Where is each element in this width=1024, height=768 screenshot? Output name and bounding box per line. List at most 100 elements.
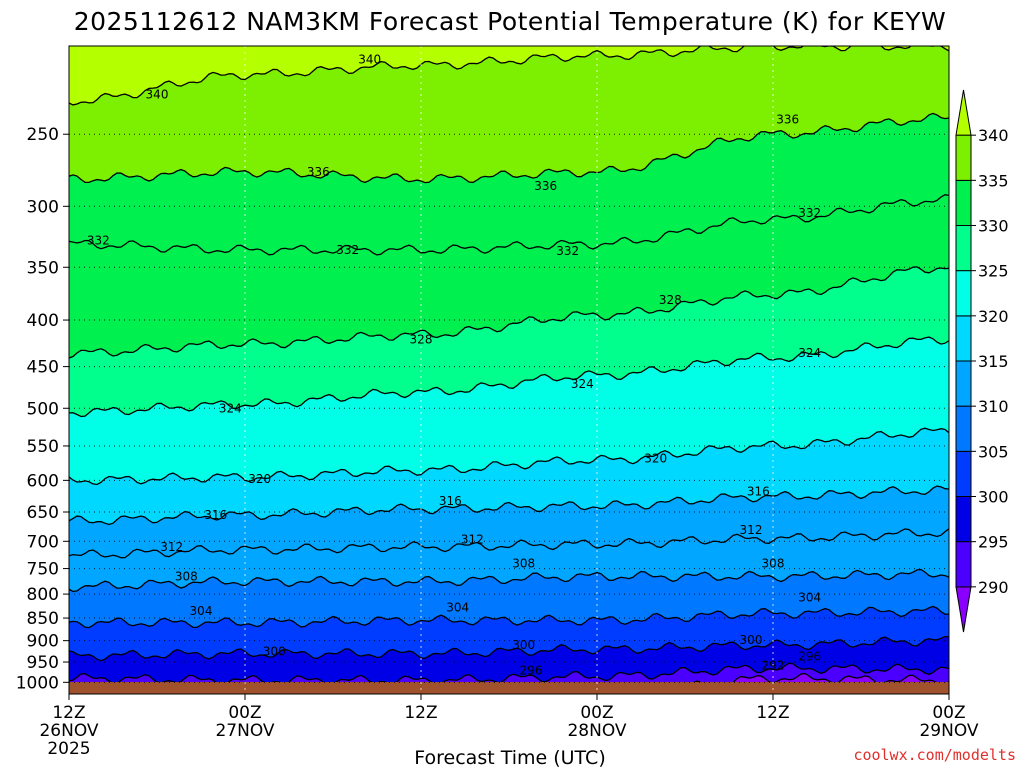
contour-label-292: 292 <box>762 658 785 672</box>
colorbar-segment-9 <box>955 179 972 226</box>
band-above-336 <box>69 46 949 183</box>
colorbar-label-325: 325 <box>978 262 1009 281</box>
contour-label-304: 304 <box>446 601 469 615</box>
xtick-label-60-2: 29NOV <box>919 721 978 741</box>
colorbar-segment-6 <box>955 315 972 362</box>
ytick-label-850: 850 <box>27 609 59 629</box>
contour-label-300: 300 <box>263 644 286 658</box>
band-above-340 <box>69 46 949 105</box>
contour-label-308: 308 <box>762 556 785 570</box>
contour-lines <box>69 46 949 694</box>
contour-label-332: 332 <box>87 233 110 247</box>
ytick-label-550: 550 <box>27 437 59 457</box>
contour-label-328: 328 <box>410 332 433 346</box>
contour-label-320: 320 <box>248 472 271 486</box>
colorbar-label-295: 295 <box>978 533 1009 552</box>
colorbar-label-310: 310 <box>978 397 1009 416</box>
colorbar-segment-3 <box>955 450 972 497</box>
contour-label-336: 336 <box>534 179 557 193</box>
ytick-label-700: 700 <box>27 532 59 552</box>
contour-340 <box>69 46 949 106</box>
contour-label-296: 296 <box>520 663 543 677</box>
xtick-label-0-1: 12Z <box>52 703 85 723</box>
colorbar-segment-4 <box>955 405 972 452</box>
contour-label-316: 316 <box>747 484 770 498</box>
pressure-axis: 250 300 350 400 450 500 550 600 650 700 750 800 850 9… <box>16 125 69 693</box>
contour-label-332: 332 <box>336 243 359 257</box>
x-axis-title: Forecast Time (UTC) <box>414 747 605 768</box>
chart-title: 2025112612 NAM3KM Forecast Potential Tem… <box>74 7 947 36</box>
contour-304 <box>69 605 949 629</box>
xtick-label-12-2: 27NOV <box>215 721 274 741</box>
colorbar-label-320: 320 <box>978 307 1009 326</box>
contour-label-312: 312 <box>740 523 763 537</box>
contour-label-300: 300 <box>512 638 535 652</box>
xtick-label-36-2: 28NOV <box>567 721 626 741</box>
grid-lines <box>69 46 949 694</box>
contour-label-324: 324 <box>219 401 242 415</box>
ytick-label-650: 650 <box>27 503 59 523</box>
contour-316 <box>69 485 949 526</box>
colorbar-label-300: 300 <box>978 488 1009 507</box>
ytick-label-350: 350 <box>27 258 59 278</box>
contour-label-324: 324 <box>798 346 821 360</box>
contour-label-300: 300 <box>740 633 763 647</box>
contour-label-312: 312 <box>461 533 484 547</box>
colorbar-label-290: 290 <box>978 578 1009 597</box>
ytick-label-300: 300 <box>27 197 59 217</box>
plot-frame <box>68 45 950 695</box>
contour-label-328: 328 <box>659 293 682 307</box>
colorbar-segment-5 <box>955 360 972 407</box>
contour-label-336: 336 <box>776 113 799 127</box>
colorbar-label-330: 330 <box>978 217 1009 236</box>
xtick-label-0-2: 26NOV <box>39 721 98 741</box>
contour-300 <box>69 635 949 662</box>
contour-336 <box>69 112 949 184</box>
contour-label-316: 316 <box>439 494 462 508</box>
colorbar-segment-7 <box>955 270 972 317</box>
contour-312 <box>69 528 949 559</box>
contour-label-332: 332 <box>798 206 821 220</box>
colorbar-label-335: 335 <box>978 171 1009 190</box>
contour-label-296: 296 <box>798 650 821 664</box>
colorbar: 290 295 300 305 310 315 320 325 330 335 340 <box>955 89 1009 633</box>
xtick-label-12-1: 00Z <box>228 703 261 723</box>
contour-label-320: 320 <box>644 452 667 466</box>
xtick-label-24-1: 12Z <box>404 703 437 723</box>
ytick-label-400: 400 <box>27 311 59 331</box>
ytick-label-900: 900 <box>27 632 59 652</box>
ground-strip <box>69 682 949 694</box>
contour-label-332: 332 <box>556 244 579 258</box>
ytick-label-450: 450 <box>27 358 59 378</box>
xtick-label-0-3: 2025 <box>47 739 90 759</box>
contour-label-304: 304 <box>190 604 213 618</box>
ytick-label-1000: 1000 <box>16 673 59 693</box>
colorbar-segment-10 <box>955 134 972 181</box>
contour-label-336: 336 <box>307 165 330 179</box>
colorbar-segment-0 <box>955 586 972 633</box>
xtick-label-60-1: 00Z <box>932 703 965 723</box>
ytick-label-750: 750 <box>27 560 59 580</box>
colorbar-label-340: 340 <box>978 126 1009 145</box>
contour-324 <box>69 336 949 418</box>
contour-label-316: 316 <box>204 508 227 522</box>
contour-328 <box>69 266 949 359</box>
ytick-label-800: 800 <box>27 585 59 605</box>
contour-labels: 340 340 336 336 336 332 332 332 332 328 328 324 324 3… <box>87 53 821 678</box>
credit-text: coolwx.com/modelts <box>853 746 1016 764</box>
ytick-label-600: 600 <box>27 471 59 491</box>
colorbar-segment-11 <box>955 89 972 136</box>
contour-332 <box>69 194 949 256</box>
colorbar-segment-8 <box>955 225 972 272</box>
colorbar-segment-2 <box>955 496 972 543</box>
contour-308 <box>69 568 949 593</box>
contour-label-324: 324 <box>571 377 594 391</box>
xtick-label-36-1: 00Z <box>580 703 613 723</box>
ytick-label-950: 950 <box>27 653 59 673</box>
contour-label-312: 312 <box>160 540 183 554</box>
contour-label-340: 340 <box>358 53 381 67</box>
contour-label-340: 340 <box>146 87 169 101</box>
contour-292 <box>92 672 949 694</box>
